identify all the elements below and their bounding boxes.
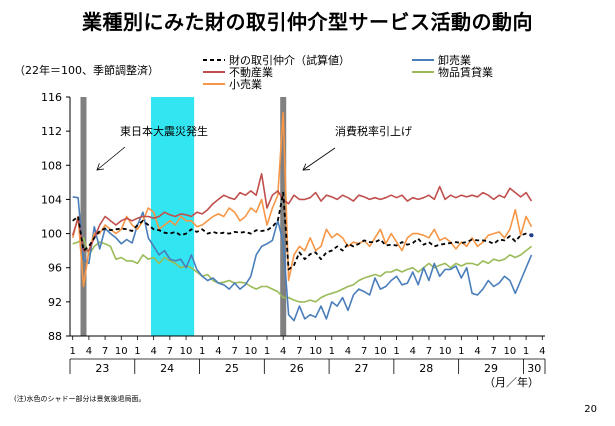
x-tick-label-5: 4 xyxy=(150,346,156,357)
legend-label-1: 卸売業 xyxy=(438,53,471,67)
y-tick-label-116: 116 xyxy=(41,91,62,104)
y-tick-label-100: 100 xyxy=(41,228,62,241)
footnote: (注)水色のシャドー部分は景気後退局面。 xyxy=(14,395,146,403)
series-line-4 xyxy=(71,111,533,288)
annotation-label-1: 消費税率引上げ xyxy=(335,124,412,138)
x-tick-label-1: 4 xyxy=(86,346,92,357)
year-label-25: 25 xyxy=(225,362,239,375)
event-bar-2 xyxy=(280,97,287,336)
x-tick-label-29: 4 xyxy=(539,346,545,357)
x-tick-label-7: 10 xyxy=(180,346,193,357)
x-tick-label-26: 7 xyxy=(491,346,497,357)
x-tick-label-8: 1 xyxy=(199,346,205,357)
year-label-24: 24 xyxy=(160,362,174,375)
x-tick-label-12: 1 xyxy=(264,346,270,357)
year-label-29: 29 xyxy=(484,362,498,375)
year-label-28: 28 xyxy=(419,362,433,375)
y-tick-label-92: 92 xyxy=(48,296,62,309)
year-label-30: 30 xyxy=(527,362,541,375)
x-unit-label: （月／年） xyxy=(484,375,539,389)
annotation-arrowhead-1 xyxy=(302,163,311,171)
x-tick-label-10: 7 xyxy=(231,346,237,357)
x-tick-label-17: 4 xyxy=(345,346,351,357)
x-tick-label-11: 10 xyxy=(244,346,257,357)
legend-label-0: 財の取引仲介（試算値） xyxy=(229,53,350,67)
annotation-arrow-0 xyxy=(96,146,126,171)
y-tick-label-112: 112 xyxy=(41,125,62,138)
x-tick-label-28: 1 xyxy=(523,346,529,357)
series-line-0 xyxy=(72,191,532,271)
legend-label-2: 不動産業 xyxy=(229,65,273,79)
year-label-26: 26 xyxy=(290,362,304,375)
y-tick-label-88: 88 xyxy=(48,330,62,343)
x-tick-label-15: 10 xyxy=(309,346,322,357)
x-tick-label-22: 7 xyxy=(426,346,432,357)
x-tick-label-14: 7 xyxy=(296,346,302,357)
series-end-marker xyxy=(529,233,534,238)
annotation-arrow-1 xyxy=(302,147,336,171)
annotation-arrowhead-0 xyxy=(96,163,104,171)
x-tick-label-3: 10 xyxy=(115,346,128,357)
base-note: （22年＝100、季節調整済） xyxy=(14,64,159,77)
x-tick-label-27: 10 xyxy=(504,346,517,357)
series-line-2 xyxy=(71,173,533,252)
series-line-3 xyxy=(72,237,532,303)
y-tick-label-108: 108 xyxy=(41,159,62,172)
slide-title: 業種別にみた財の取引仲介型サービス活動の動向 xyxy=(82,10,533,34)
x-tick-label-4: 1 xyxy=(134,346,140,357)
legend-label-3: 物品賃貸業 xyxy=(438,65,493,79)
legend-label-4: 小売業 xyxy=(229,78,262,91)
x-tick-label-19: 10 xyxy=(374,346,387,357)
x-tick-label-18: 7 xyxy=(361,346,367,357)
y-tick-label-104: 104 xyxy=(41,193,62,206)
x-tick-label-0: 1 xyxy=(70,346,76,357)
series-line-1 xyxy=(72,196,533,322)
x-tick-label-25: 4 xyxy=(474,346,480,357)
x-tick-label-24: 1 xyxy=(458,346,464,357)
x-tick-label-20: 1 xyxy=(393,346,399,357)
x-tick-label-2: 7 xyxy=(102,346,108,357)
annotation-label-0: 東日本大震災発生 xyxy=(120,124,208,138)
year-label-23: 23 xyxy=(95,362,109,375)
x-tick-label-16: 1 xyxy=(329,346,335,357)
x-tick-label-13: 4 xyxy=(280,346,286,357)
x-tick-label-9: 4 xyxy=(215,346,221,357)
y-tick-label-96: 96 xyxy=(48,262,62,275)
x-tick-label-21: 4 xyxy=(410,346,416,357)
year-label-27: 27 xyxy=(354,362,368,375)
x-tick-label-23: 10 xyxy=(439,346,452,357)
page-number: 20 xyxy=(584,404,597,415)
event-bar-1 xyxy=(80,97,87,336)
x-tick-label-6: 7 xyxy=(167,346,173,357)
